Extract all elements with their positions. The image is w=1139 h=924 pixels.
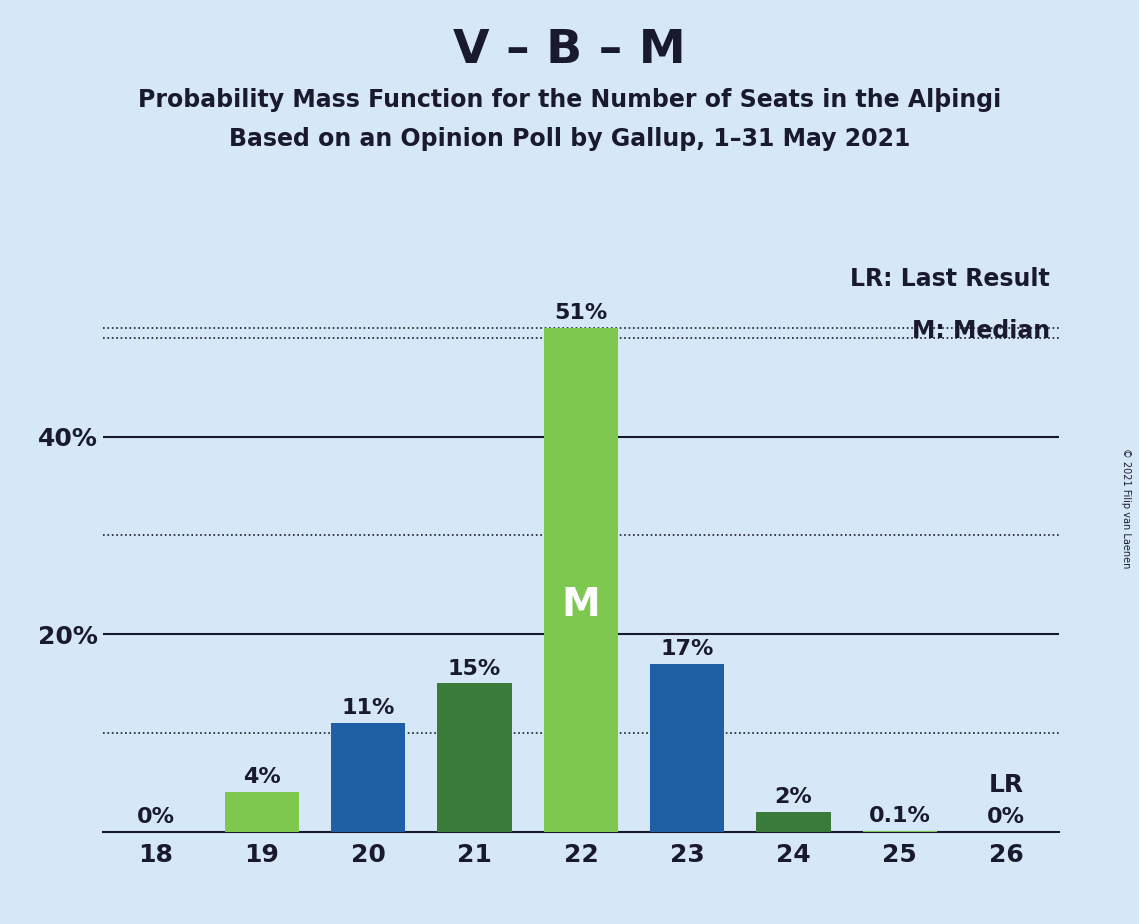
Bar bbox=[224, 792, 300, 832]
Text: Probability Mass Function for the Number of Seats in the Alþingi: Probability Mass Function for the Number… bbox=[138, 88, 1001, 112]
Bar bbox=[756, 812, 830, 832]
Text: 11%: 11% bbox=[342, 698, 395, 718]
Text: LR: Last Result: LR: Last Result bbox=[850, 267, 1050, 291]
Text: 51%: 51% bbox=[555, 303, 607, 322]
Text: Based on an Opinion Poll by Gallup, 1–31 May 2021: Based on an Opinion Poll by Gallup, 1–31… bbox=[229, 127, 910, 151]
Bar bbox=[437, 684, 511, 832]
Text: 0%: 0% bbox=[988, 807, 1025, 827]
Text: 17%: 17% bbox=[661, 638, 714, 659]
Text: 0%: 0% bbox=[137, 807, 174, 827]
Bar bbox=[862, 831, 937, 832]
Text: 15%: 15% bbox=[448, 659, 501, 678]
Text: V – B – M: V – B – M bbox=[453, 28, 686, 73]
Text: M: M bbox=[562, 586, 600, 624]
Text: © 2021 Filip van Laenen: © 2021 Filip van Laenen bbox=[1121, 448, 1131, 568]
Text: M: Median: M: Median bbox=[911, 319, 1050, 343]
Bar bbox=[543, 328, 618, 832]
Bar bbox=[331, 723, 405, 832]
Text: 4%: 4% bbox=[243, 767, 281, 787]
Text: 2%: 2% bbox=[775, 787, 812, 807]
Text: 0.1%: 0.1% bbox=[869, 806, 931, 826]
Bar bbox=[650, 663, 724, 832]
Text: LR: LR bbox=[989, 773, 1024, 797]
